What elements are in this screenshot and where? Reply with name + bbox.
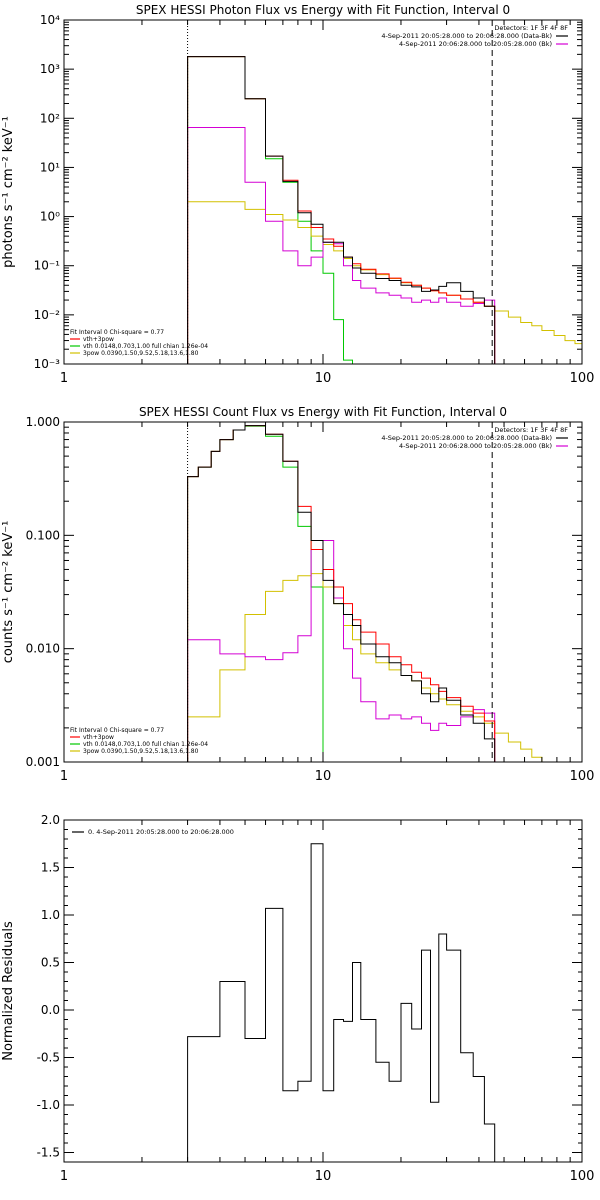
y-tick-label: 0.100 [26,528,60,542]
x-tick-label: 1 [60,1169,68,1184]
series-line-5 [187,425,496,762]
legend-entry-label: vth 0.0148,0.703,1.00 full chian 1.26e-0… [83,343,208,350]
legend-top: Detectors: 1F 3F 4F 8F4-Sep-2011 20:05:2… [381,24,568,48]
legend-entry-label: 4-Sep-2011 20:06:28.000 to 20:05:28.000 … [399,40,552,48]
y-tick-label: 10² [40,111,60,125]
legend-header: Detectors: 1F 3F 4F 8F [494,426,568,434]
legend-entry-label: 4-Sep-2011 20:06:28.000 to 20:05:28.000 … [399,442,552,450]
legend-entry-label: vth 0.0148,0.703,1.00 full chian 1.26e-0… [83,741,208,748]
y-tick-label: -0.5 [37,1051,60,1065]
y-axis-label: Normalized Residuals [1,921,16,1061]
x-tick-label: 100 [570,1169,595,1184]
chart-panel-1: SPEX HESSI Photon Flux vs Energy with Fi… [1,3,594,386]
x-tick-label: 10 [315,1169,332,1184]
chart-title: SPEX HESSI Photon Flux vs Energy with Fi… [136,3,510,17]
series-group [187,843,496,1162]
y-tick-label: 0.0 [41,1003,60,1017]
y-tick-label: 10³ [40,62,60,76]
y-tick-label: -1.0 [37,1098,60,1112]
y-tick-label: 10⁻³ [34,357,61,371]
legend-entry-label: 4-Sep-2011 20:05:28.000 to 20:06:28.000 … [381,434,552,442]
y-tick-label: 10⁴ [40,13,60,27]
legend-entry-label: 3pow 0.0390,1.50,9.52,5.18,13.6,1.80 [83,748,199,755]
series-line-3 [187,540,496,762]
x-tick-label: 10 [315,769,332,784]
legend-entry-label: 3pow 0.0390,1.50,9.52,5.18,13.6,1.80 [83,350,199,357]
chart-title: SPEX HESSI Count Flux vs Energy with Fit… [139,405,507,419]
y-tick-label: 10⁰ [40,210,60,224]
y-tick-label: 0.001 [26,755,60,769]
y-tick-label: 2.0 [41,813,60,827]
y-tick-label: 0.010 [26,642,60,656]
y-axis-label: counts s⁻¹ cm⁻² keV⁻¹ [1,521,16,664]
y-tick-label: -1.5 [37,1146,60,1160]
x-tick-label: 10 [315,371,332,386]
chart-panel-2: SPEX HESSI Count Flux vs Energy with Fit… [1,405,594,784]
y-tick-label: 10⁻¹ [34,259,61,273]
legend-entry-label: 0. 4-Sep-2011 20:05:28.000 to 20:06:28.0… [88,828,234,836]
y-tick-label: 1.000 [26,415,60,429]
fit-legend-header: Fit Interval 0 Chi-square = 0.77 [70,727,164,734]
x-tick-label: 100 [570,371,595,386]
series-group [187,56,582,364]
legend-fit: Fit Interval 0 Chi-square = 0.77vth+3pow… [70,727,208,755]
series-group [187,425,555,762]
y-axis-label: photons s⁻¹ cm⁻² keV⁻¹ [1,116,16,268]
y-tick-label: 1.5 [41,861,60,875]
y-tick-label: 0.5 [41,956,60,970]
legend-entry-label: 4-Sep-2011 20:05:28.000 to 20:06:28.000 … [381,32,552,40]
x-tick-label: 1 [60,371,68,386]
y-tick-label: 10⁻² [34,308,61,322]
y-tick-label: 10¹ [40,160,60,174]
legend-entry-label: vth+3pow [83,336,114,343]
fit-legend-header: Fit Interval 0 Chi-square = 0.77 [70,329,164,336]
legend-top: Detectors: 1F 3F 4F 8F4-Sep-2011 20:05:2… [381,426,568,450]
x-tick-label: 1 [60,769,68,784]
legend-fit: Fit Interval 0 Chi-square = 0.77vth+3pow… [70,329,208,357]
chart-panel-3: Normalized Residuals 1 10 100 -1.5 -1.0 -0.5 0.… [1,813,594,1184]
legend-header: Detectors: 1F 3F 4F 8F [494,24,568,32]
legend-top: 0. 4-Sep-2011 20:05:28.000 to 20:06:28.0… [72,828,234,836]
legend-entry-label: vth+3pow [83,734,114,741]
x-tick-label: 100 [570,769,595,784]
series-line-5 [187,56,496,364]
series-line-3 [187,127,496,364]
y-tick-label: 1.0 [41,908,60,922]
series-line-1 [187,843,496,1162]
